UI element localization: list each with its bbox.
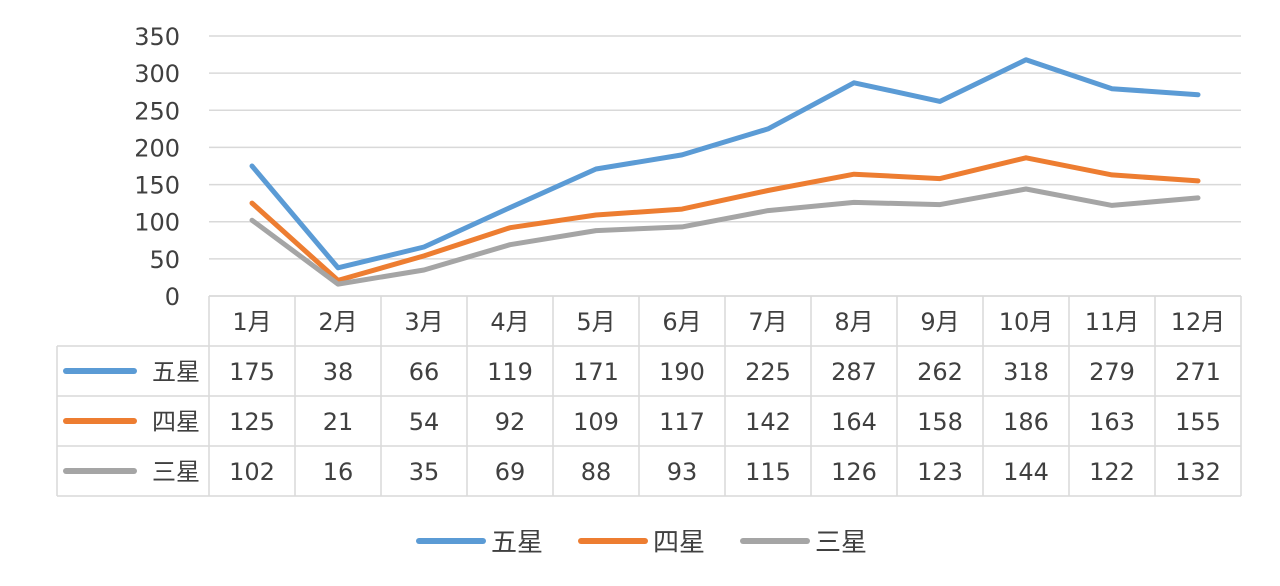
data-label: 171 — [573, 358, 619, 386]
x-tick-label: 12月 — [1171, 308, 1226, 336]
series-line — [249, 155, 1201, 283]
series-line — [249, 186, 1201, 287]
data-label: 132 — [1175, 458, 1221, 486]
legend-label: 三星 — [815, 528, 867, 558]
data-label: 318 — [1003, 358, 1049, 386]
x-tick-label: 3月 — [404, 308, 443, 336]
table-series-label: 四星 — [152, 408, 200, 436]
data-label: 142 — [745, 408, 791, 436]
y-tick-label: 350 — [134, 23, 180, 51]
data-label: 88 — [581, 458, 612, 486]
data-label: 155 — [1175, 408, 1221, 436]
y-tick-label: 300 — [134, 60, 180, 88]
x-tick-label: 7月 — [748, 308, 787, 336]
y-tick-label: 250 — [134, 97, 180, 125]
table-series-label: 三星 — [152, 458, 200, 486]
x-tick-label: 1月 — [232, 308, 271, 336]
data-label: 38 — [323, 358, 354, 386]
legend-label: 四星 — [653, 528, 705, 558]
x-tick-label: 8月 — [834, 308, 873, 336]
x-tick-label: 6月 — [662, 308, 701, 336]
data-label: 125 — [229, 408, 275, 436]
data-label: 122 — [1089, 458, 1135, 486]
data-label: 69 — [495, 458, 526, 486]
x-tick-label: 2月 — [318, 308, 357, 336]
x-tick-label: 5月 — [576, 308, 615, 336]
data-label: 175 — [229, 358, 275, 386]
y-tick-label: 0 — [165, 283, 180, 311]
data-label: 225 — [745, 358, 791, 386]
data-label: 16 — [323, 458, 354, 486]
data-label: 115 — [745, 458, 791, 486]
y-tick-label: 50 — [149, 246, 180, 274]
data-label: 21 — [323, 408, 354, 436]
x-tick-label: 4月 — [490, 308, 529, 336]
data-label: 102 — [229, 458, 275, 486]
y-tick-label: 100 — [134, 209, 180, 237]
data-label: 271 — [1175, 358, 1221, 386]
x-tick-label: 11月 — [1085, 308, 1140, 336]
data-label: 117 — [659, 408, 705, 436]
data-label: 109 — [573, 408, 619, 436]
table-series-label: 五星 — [152, 358, 200, 386]
data-label: 93 — [667, 458, 698, 486]
x-tick-label: 9月 — [920, 308, 959, 336]
data-label: 126 — [831, 458, 877, 486]
x-tick-label: 10月 — [999, 308, 1054, 336]
data-label: 54 — [409, 408, 440, 436]
data-label: 144 — [1003, 458, 1049, 486]
legend-label: 五星 — [491, 528, 543, 558]
data-label: 262 — [917, 358, 963, 386]
data-label: 190 — [659, 358, 705, 386]
data-label: 158 — [917, 408, 963, 436]
y-tick-label: 150 — [134, 172, 180, 200]
data-label: 66 — [409, 358, 440, 386]
data-label: 163 — [1089, 408, 1135, 436]
data-label: 279 — [1089, 358, 1135, 386]
series-line — [249, 57, 1201, 271]
data-label: 164 — [831, 408, 877, 436]
data-label: 186 — [1003, 408, 1049, 436]
data-label: 287 — [831, 358, 877, 386]
data-label: 119 — [487, 358, 533, 386]
y-tick-label: 200 — [134, 134, 180, 162]
data-label: 35 — [409, 458, 440, 486]
data-label: 123 — [917, 458, 963, 486]
data-label: 92 — [495, 408, 526, 436]
